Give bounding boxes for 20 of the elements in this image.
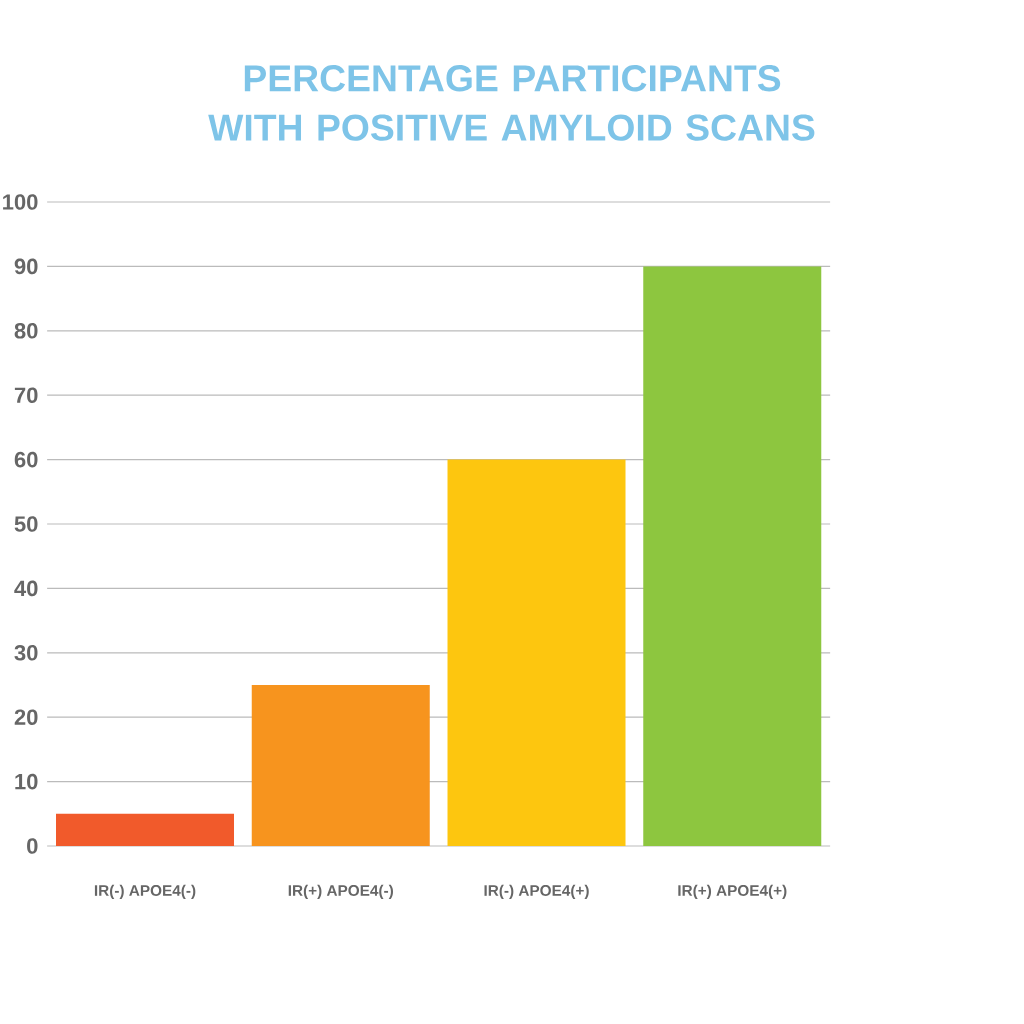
x-tick-label: IR(-) APOE4(-): [94, 884, 196, 899]
bar: [56, 813, 234, 846]
x-tick-label: IR(-) APOE4(+): [484, 884, 589, 899]
bar: [251, 685, 430, 846]
chart-title: PERCENTAGE PARTICIPANTS WITH POSITIVE AMYLOID SCANS: [208, 65, 815, 141]
bar: [447, 459, 626, 846]
y-tick-label: 100: [3, 194, 38, 210]
x-tick-label: IR(+) APOE4(-): [288, 884, 394, 899]
y-tick-label: 50: [14, 516, 38, 532]
y-tick-label: 90: [14, 258, 38, 275]
y-tick-label: 20: [14, 709, 38, 725]
y-tick-label: 70: [14, 387, 38, 403]
y-tick-label: 80: [14, 323, 38, 339]
y-tick-label: 10: [15, 773, 38, 790]
bar: [643, 266, 822, 846]
x-tick-label: IR(+) APOE4(+): [678, 884, 787, 899]
y-tick-label: 0: [27, 838, 38, 854]
y-tick-label: 60: [14, 451, 38, 468]
y-tick-label: 40: [14, 580, 38, 597]
y-tick-label: 30: [14, 644, 38, 661]
